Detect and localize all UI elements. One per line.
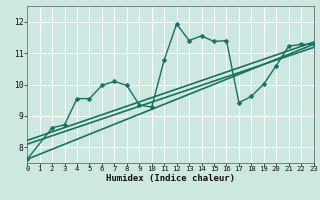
X-axis label: Humidex (Indice chaleur): Humidex (Indice chaleur) — [106, 174, 235, 183]
